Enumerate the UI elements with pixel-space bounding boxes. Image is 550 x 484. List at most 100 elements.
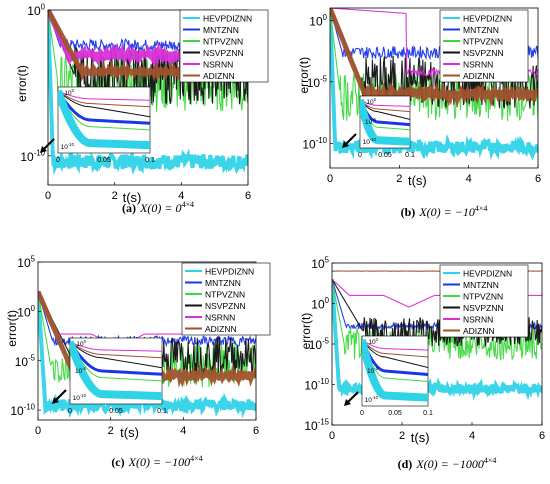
inset-y-tick-label-exponent: 0 — [376, 337, 379, 342]
x-axis-label: t(s) — [120, 425, 139, 440]
x-tick-label: 4 — [178, 190, 184, 202]
y-tick-label: 10-15 — [304, 418, 329, 433]
caption-letter: (c) — [111, 455, 124, 469]
inset-y-tick-label-exponent: 0 — [72, 88, 75, 93]
x-tick-label: 0 — [45, 190, 51, 202]
legend-entry-nsvpznn: NSVPZNN — [205, 301, 246, 311]
inset-y-tick-label-base: 10 — [365, 397, 373, 404]
legend-entry-mntznn: MNTZNN — [205, 278, 241, 288]
legend-entry-adiznn: ADIZNN — [463, 326, 495, 336]
y-tick-label-exponent: 5 — [31, 255, 36, 264]
legend-entry-nsrnn: NSRNN — [463, 315, 493, 325]
x-tick-label: 2 — [108, 425, 114, 437]
y-tick-label-base: 10 — [307, 76, 321, 90]
x-tick-label: 0 — [35, 425, 41, 437]
inset-x-tick-label: 0.05 — [378, 152, 392, 159]
legend-box — [439, 9, 529, 83]
inset-x-tick-label: 0.05 — [109, 408, 123, 415]
legend-entry-ntpvznn: NTPVZNN — [205, 290, 245, 300]
y-tick-label: 10-10 — [302, 136, 327, 151]
legend-entry-mntznn: MNTZNN — [463, 280, 499, 290]
x-tick-label: 2 — [112, 190, 118, 202]
inset-y-tick-label-exponent: -10 — [370, 137, 377, 142]
y-tick-label-base: 10 — [304, 379, 318, 393]
legend-entry-ntpvznn: NTPVZNN — [463, 37, 503, 47]
inset-y-tick-label-exponent: -10 — [80, 393, 87, 398]
chart-panel-c: 0 2 4 610510010-510-10t(s)error(t)HEVPDIZNN… — [5, 255, 271, 469]
legend-entry-nsvpznn: NSVPZNN — [203, 48, 244, 58]
inset-y-tick-label-exponent: 0 — [374, 97, 377, 102]
y-tick-label-exponent: 0 — [31, 304, 36, 313]
zoom-arrow-head — [342, 141, 349, 148]
x-tick-label: 4 — [180, 425, 186, 437]
caption-body: X(0) = −100 — [128, 455, 191, 469]
inset-plot — [58, 89, 150, 150]
legend-entry-ntpvznn: NTPVZNN — [463, 292, 503, 302]
legend-entry-ntpvznn: NTPVZNN — [203, 37, 243, 47]
x-tick-label: 6 — [245, 190, 251, 202]
legend-box — [181, 262, 271, 336]
legend-entry-mntznn: MNTZNN — [463, 25, 499, 35]
legend-entry-hevpdiznn: HEVPDIZNN — [205, 267, 254, 277]
y-tick-label-exponent: 0 — [325, 296, 330, 305]
y-tick-label-base: 10 — [10, 404, 24, 418]
y-tick-label: 100 — [311, 296, 329, 311]
x-tick-label: 4 — [469, 430, 475, 442]
panel-caption: (b) X(0) = −104×4 — [401, 204, 488, 219]
legend-box — [439, 264, 529, 338]
inset-y-tick-label: 10-5 — [365, 117, 377, 126]
inset-y-tick-label-exponent: 0 — [84, 339, 87, 344]
legend-entry-hevpdiznn: HEVPDIZNN — [463, 269, 512, 279]
y-axis-label: error(t) — [297, 57, 311, 94]
inset-y-tick-label: 10-10 — [363, 137, 377, 146]
inset-y-tick-label-base: 10 — [367, 368, 375, 375]
series-line-adiznn — [330, 8, 538, 108]
legend-entry-mntznn: MNTZNN — [203, 25, 239, 35]
inset-series-hevpdiznn — [58, 89, 150, 150]
chart-panel-b: 0 2 4 610010-510-10t(s)error(t)HEVPDIZNNMNT… — [297, 7, 541, 219]
inset-y-tick-label-exponent: -10 — [68, 142, 75, 147]
inset-x-tick-label: 0.05 — [97, 157, 111, 164]
y-tick-label: 10-5 — [15, 353, 36, 368]
panel-caption: (d) X(0) = −10004×4 — [398, 456, 497, 471]
legend-entry-hevpdiznn: HEVPDIZNN — [463, 14, 512, 24]
inset-y-tick-label: 10-10 — [365, 395, 379, 404]
zoom-arrow-head — [40, 146, 47, 153]
y-tick-label-base: 10 — [309, 338, 323, 352]
y-tick-label-exponent: -10 — [318, 377, 330, 386]
inset-y-tick-label-base: 10 — [365, 119, 373, 126]
legend-entry-hevpdiznn: HEVPDIZNN — [203, 14, 252, 24]
y-tick-label-exponent: -5 — [28, 353, 36, 362]
legend-entry-nsrnn: NSRNN — [463, 60, 493, 70]
y-axis-label: error(t) — [299, 313, 313, 350]
inset-y-tick-label: 10-5 — [75, 366, 87, 375]
y-tick-label-base: 10 — [15, 355, 29, 369]
y-tick-label: 10-10 — [20, 148, 45, 163]
x-tick-label: 4 — [466, 173, 472, 185]
y-tick-label: 105 — [311, 256, 329, 271]
y-tick-label: 10-5 — [309, 337, 330, 352]
axes-box — [37, 261, 257, 421]
y-tick-label-base: 10 — [302, 137, 316, 151]
legend-entry-nsvpznn: NSVPZNN — [463, 303, 504, 313]
panel-caption: (c) X(0) = −1004×4 — [111, 454, 202, 469]
inset-y-tick-label-base: 10 — [368, 339, 376, 346]
legend-entry-nsvpznn: NSVPZNN — [463, 48, 504, 58]
inset-x-tick-label: 0.1 — [157, 408, 167, 415]
inset-y-tick-label: 10-10 — [73, 393, 87, 402]
inset-y-tick-label: 100 — [64, 88, 74, 97]
y-tick-label: 10-5 — [307, 74, 328, 89]
x-tick-label: 6 — [535, 173, 541, 185]
y-tick-label: 100 — [309, 13, 327, 28]
y-tick-label-exponent: 5 — [325, 256, 330, 265]
inset-y-tick-label: 100 — [368, 337, 378, 346]
inset-x-tick-label: 0 — [68, 408, 72, 415]
legend-entry-adiznn: ADIZNN — [205, 324, 237, 334]
x-tick-label: 0 — [327, 173, 333, 185]
inset-y-tick-label-base: 10 — [73, 395, 81, 402]
